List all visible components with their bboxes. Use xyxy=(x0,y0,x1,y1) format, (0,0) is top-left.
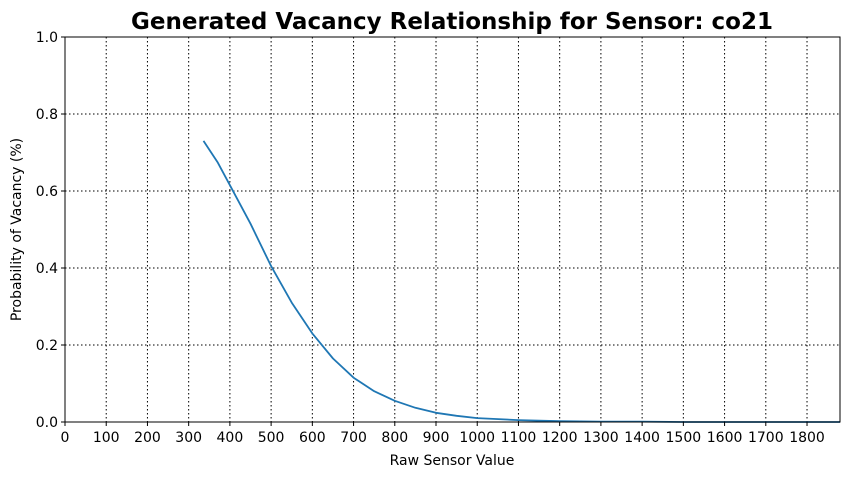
x-tick-label: 1500 xyxy=(666,430,702,446)
x-tick-label: 1300 xyxy=(583,430,619,446)
series-line xyxy=(202,140,840,423)
y-axis-label: Probability of Vacancy (%) xyxy=(9,138,25,321)
x-tick-label: 1100 xyxy=(501,430,537,446)
x-tick-label: 1700 xyxy=(748,430,784,446)
x-tick-label: 800 xyxy=(381,430,408,446)
x-tick-label: 200 xyxy=(134,430,161,446)
series-layer xyxy=(202,140,840,423)
y-tick-label: 0.4 xyxy=(36,261,58,277)
x-tick-label: 400 xyxy=(217,430,244,446)
y-tick-label: 0.0 xyxy=(36,415,58,431)
y-tick-label: 0.8 xyxy=(36,107,58,123)
x-tick-label: 1200 xyxy=(542,430,578,446)
grid xyxy=(65,37,840,422)
x-tick-label: 1400 xyxy=(624,430,660,446)
x-tick-label: 100 xyxy=(93,430,120,446)
x-tick-label: 1600 xyxy=(707,430,743,446)
y-tick-label: 1.0 xyxy=(36,30,58,46)
plot-frame xyxy=(64,36,841,423)
y-tick-label: 0.6 xyxy=(36,184,58,200)
x-tick-label: 1800 xyxy=(789,430,825,446)
x-tick-label: 0 xyxy=(61,430,70,446)
axis-ticks: 0 100 200 300 400 500 600 700 800 900 1000 1100 1200… xyxy=(36,30,825,446)
x-tick-label: 300 xyxy=(175,430,202,446)
chart-title: Generated Vacancy Relationship for Senso… xyxy=(131,9,773,35)
y-tick-label: 0.2 xyxy=(36,338,58,354)
x-tick-label: 1000 xyxy=(459,430,495,446)
x-axis-label: Raw Sensor Value xyxy=(390,453,515,469)
x-tick-label: 700 xyxy=(340,430,367,446)
x-tick-label: 900 xyxy=(423,430,450,446)
x-tick-label: 600 xyxy=(299,430,326,446)
x-tick-label: 500 xyxy=(258,430,285,446)
